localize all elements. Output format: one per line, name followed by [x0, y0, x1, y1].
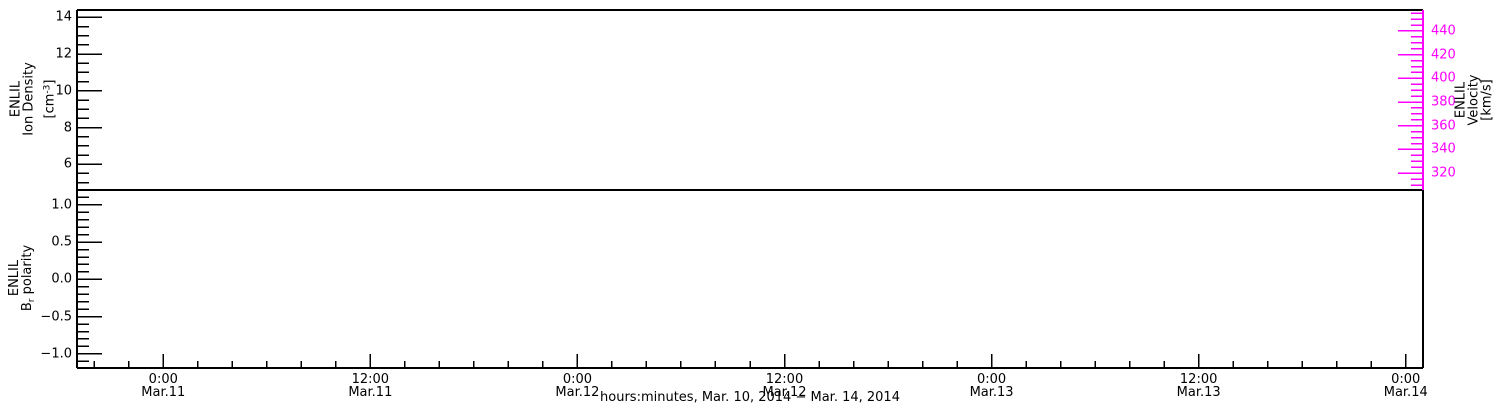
- b-symbol: B: [20, 302, 35, 312]
- b-polarity-axis-title: ENLIL Br polarity: [7, 244, 37, 312]
- velocity-title-line3: [km/s]: [1479, 79, 1495, 121]
- x-axis-caption: hours:minutes, Mar. 10, 2014 − Mar. 14, …: [600, 390, 900, 405]
- ion-density-unit-suffix: ]: [42, 79, 58, 85]
- ion-density-unit-exponent: -3: [42, 84, 53, 94]
- velocity-axis-title: ENLIL Velocity [km/s]: [1454, 75, 1495, 126]
- ion-density-title-line2: Ion Density: [21, 62, 37, 136]
- ion-density-axis-title: ENLIL Ion Density [cm-3]: [9, 62, 58, 136]
- b-polarity-word: polarity: [20, 244, 35, 299]
- b-subscript: r: [27, 298, 37, 303]
- b-polarity-title-line2: Br polarity: [20, 244, 37, 312]
- ion-density-unit: [cm-3]: [42, 62, 58, 136]
- ion-density-unit-prefix: [cm: [42, 93, 58, 119]
